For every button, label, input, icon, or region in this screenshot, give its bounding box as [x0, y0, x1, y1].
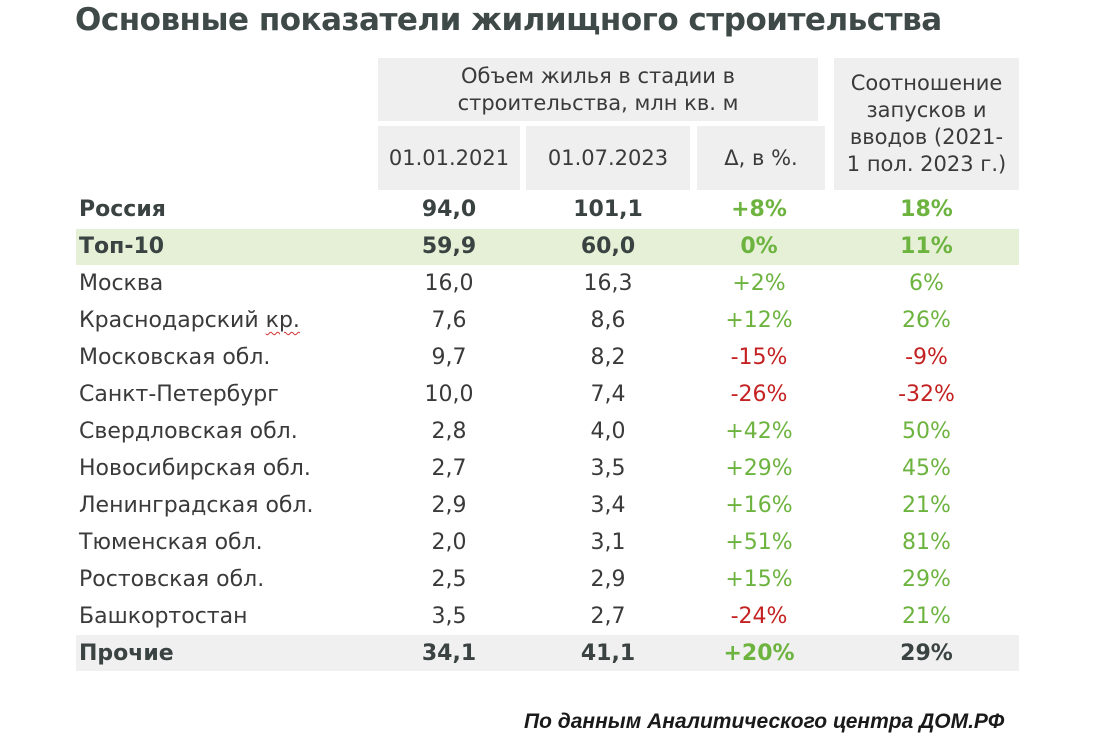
- region-name: Топ-10: [79, 229, 379, 265]
- region-name: Московская обл.: [79, 340, 379, 376]
- header-col-2021-label: 01.01.2021: [388, 145, 510, 170]
- region-name-text: Тюменская обл.: [79, 530, 263, 555]
- region-name-text: Московская обл.: [79, 345, 271, 370]
- cell-v2023: 41,1: [580, 641, 636, 666]
- cell-ratio: 6%: [909, 271, 944, 296]
- header-ratio-label: Соотношение запусков и вводов (2021-1 по…: [846, 71, 1007, 176]
- page-title: Основные показатели жилищного строительс…: [75, 2, 942, 38]
- cell-ratio: 50%: [902, 419, 951, 444]
- region-name: Краснодарский кр.: [79, 303, 379, 339]
- cell-v2023: 60,0: [580, 234, 636, 259]
- cell-v2021: 2,7: [431, 456, 467, 481]
- cell-delta: +2%: [732, 271, 786, 296]
- cell-v2023: 3,5: [590, 456, 626, 481]
- cell-v2023: 7,4: [590, 382, 626, 407]
- cell-delta: +16%: [725, 493, 793, 518]
- cell-ratio: 21%: [902, 604, 951, 629]
- header-col-delta-label: Δ, в %.: [724, 145, 798, 170]
- cell-v2021: 7,6: [431, 308, 467, 333]
- cell-v2023: 8,2: [590, 345, 626, 370]
- cell-v2021: 2,9: [431, 493, 467, 518]
- region-name: Ленинградская обл.: [79, 488, 379, 524]
- cell-delta: +51%: [725, 530, 793, 555]
- header-volume-group-label: Объем жилья в стадии в строительства, мл…: [457, 63, 739, 115]
- cell-delta: +20%: [723, 641, 795, 666]
- cell-v2021: 34,1: [421, 641, 477, 666]
- region-name-text: Новосибирская обл.: [79, 456, 311, 481]
- cell-delta: 0%: [740, 234, 778, 259]
- cell-v2021: 2,5: [431, 567, 467, 592]
- region-name-text: Прочие: [79, 641, 174, 666]
- region-name-suffix: кр.: [265, 308, 300, 333]
- region-name-text: Ленинградская обл.: [79, 493, 314, 518]
- cell-delta: +42%: [725, 419, 793, 444]
- region-name: Москва: [79, 266, 379, 302]
- top10-row-highlight: [76, 229, 1019, 265]
- cell-delta: +12%: [725, 308, 793, 333]
- cell-v2021: 3,5: [431, 604, 467, 629]
- header-col-2023-label: 01.07.2023: [547, 145, 669, 170]
- cell-delta: +15%: [725, 567, 793, 592]
- cell-v2021: 2,0: [431, 530, 467, 555]
- cell-v2023: 4,0: [590, 419, 626, 444]
- region-name-text: Топ-10: [79, 234, 165, 259]
- cell-v2021: 2,8: [431, 419, 467, 444]
- region-name-text: Москва: [79, 271, 164, 296]
- region-name-text: Краснодарский: [79, 308, 259, 333]
- cell-v2023: 101,1: [573, 197, 643, 222]
- cell-ratio: 81%: [902, 530, 951, 555]
- cell-delta: +8%: [731, 197, 787, 222]
- region-name: Санкт-Петербург: [79, 377, 379, 413]
- cell-delta: -24%: [730, 604, 788, 629]
- header-col-2023: 01.07.2023: [526, 126, 690, 190]
- cell-delta: +29%: [725, 456, 793, 481]
- region-name-text: Россия: [79, 197, 166, 222]
- header-col-2021: 01.01.2021: [378, 126, 520, 190]
- cell-v2021: 16,0: [424, 271, 474, 296]
- region-name: Прочие: [79, 636, 379, 672]
- cell-ratio: 29%: [900, 641, 953, 666]
- header-volume-group: Объем жилья в стадии в строительства, мл…: [378, 58, 818, 121]
- cell-v2023: 3,1: [590, 530, 626, 555]
- cell-ratio: 26%: [902, 308, 951, 333]
- cell-v2021: 10,0: [424, 382, 474, 407]
- source-note: По данным Аналитического центра ДОМ.РФ: [524, 710, 1005, 733]
- cell-v2023: 3,4: [590, 493, 626, 518]
- region-name: Ростовская обл.: [79, 562, 379, 598]
- region-name: Свердловская обл.: [79, 414, 379, 450]
- cell-ratio: -32%: [898, 382, 955, 407]
- cell-ratio: 21%: [902, 493, 951, 518]
- region-name: Башкортостан: [79, 599, 379, 635]
- cell-v2023: 8,6: [590, 308, 626, 333]
- cell-v2021: 94,0: [421, 197, 477, 222]
- cell-v2021: 9,7: [431, 345, 467, 370]
- cell-ratio: -9%: [905, 345, 948, 370]
- region-name: Россия: [79, 192, 379, 228]
- region-name-text: Свердловская обл.: [79, 419, 298, 444]
- cell-v2021: 59,9: [421, 234, 477, 259]
- cell-delta: -15%: [730, 345, 788, 370]
- cell-ratio: 18%: [900, 197, 953, 222]
- region-name: Тюменская обл.: [79, 525, 379, 561]
- header-ratio: Соотношение запусков и вводов (2021-1 по…: [834, 58, 1019, 190]
- region-name-text: Санкт-Петербург: [79, 382, 279, 407]
- cell-ratio: 29%: [902, 567, 951, 592]
- others-row-highlight: [76, 635, 1019, 671]
- cell-ratio: 11%: [900, 234, 953, 259]
- region-name: Новосибирская обл.: [79, 451, 379, 487]
- header-col-delta: Δ, в %.: [697, 126, 825, 190]
- cell-v2023: 2,9: [590, 567, 626, 592]
- cell-delta: -26%: [730, 382, 788, 407]
- cell-v2023: 16,3: [583, 271, 633, 296]
- region-name-text: Ростовская обл.: [79, 567, 265, 592]
- cell-ratio: 45%: [902, 456, 951, 481]
- cell-v2023: 2,7: [590, 604, 626, 629]
- region-name-text: Башкортостан: [79, 604, 248, 629]
